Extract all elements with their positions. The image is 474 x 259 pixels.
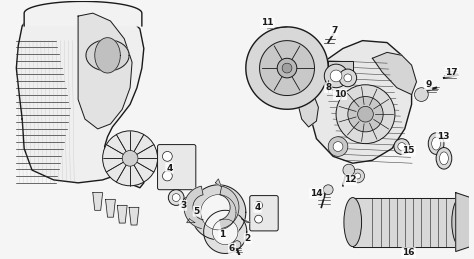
Polygon shape <box>95 38 120 73</box>
Circle shape <box>122 150 138 166</box>
Polygon shape <box>106 199 115 217</box>
Text: 13: 13 <box>437 132 449 141</box>
Circle shape <box>282 63 292 73</box>
Text: 8: 8 <box>325 83 331 92</box>
Circle shape <box>398 143 406 150</box>
Polygon shape <box>78 13 132 129</box>
Polygon shape <box>129 207 139 225</box>
Circle shape <box>172 194 180 202</box>
Polygon shape <box>212 219 238 245</box>
Circle shape <box>163 152 172 161</box>
Polygon shape <box>204 210 247 254</box>
Ellipse shape <box>436 148 452 169</box>
Polygon shape <box>310 41 411 163</box>
Circle shape <box>255 202 263 209</box>
Text: 7: 7 <box>331 26 337 35</box>
Polygon shape <box>456 193 470 251</box>
Polygon shape <box>93 193 103 210</box>
Circle shape <box>343 164 355 176</box>
Circle shape <box>394 139 410 154</box>
Circle shape <box>323 185 333 195</box>
Ellipse shape <box>428 133 444 154</box>
Polygon shape <box>242 219 250 223</box>
Polygon shape <box>260 41 314 96</box>
Text: 6: 6 <box>229 244 235 253</box>
Circle shape <box>339 69 356 87</box>
Circle shape <box>103 131 157 186</box>
Circle shape <box>358 106 374 122</box>
Circle shape <box>277 58 297 78</box>
Ellipse shape <box>344 198 362 247</box>
Polygon shape <box>328 61 353 75</box>
Circle shape <box>163 171 172 181</box>
Circle shape <box>183 197 195 208</box>
Polygon shape <box>201 195 236 230</box>
Polygon shape <box>353 198 461 247</box>
Circle shape <box>344 74 352 82</box>
Circle shape <box>336 85 395 143</box>
Polygon shape <box>16 6 144 188</box>
Circle shape <box>330 70 342 82</box>
Ellipse shape <box>439 152 448 165</box>
Polygon shape <box>118 205 127 223</box>
Text: 16: 16 <box>402 248 415 257</box>
Polygon shape <box>215 179 221 187</box>
Text: 14: 14 <box>310 189 323 198</box>
Polygon shape <box>191 185 246 240</box>
Polygon shape <box>246 27 328 109</box>
Circle shape <box>255 215 263 223</box>
Text: 1: 1 <box>219 230 226 239</box>
Text: 2: 2 <box>245 234 251 243</box>
Text: 3: 3 <box>180 201 186 210</box>
Text: 17: 17 <box>446 68 458 76</box>
Polygon shape <box>299 90 319 127</box>
Polygon shape <box>184 186 203 228</box>
Circle shape <box>355 173 361 179</box>
Circle shape <box>348 97 383 132</box>
FancyBboxPatch shape <box>250 196 278 231</box>
Text: 9: 9 <box>425 80 431 89</box>
Polygon shape <box>220 186 239 228</box>
Text: 12: 12 <box>344 175 356 184</box>
Circle shape <box>168 190 184 205</box>
Text: 5: 5 <box>194 207 200 216</box>
Text: 11: 11 <box>261 18 273 27</box>
Text: 4: 4 <box>166 164 173 173</box>
Ellipse shape <box>432 137 440 150</box>
Circle shape <box>186 200 191 205</box>
Circle shape <box>351 169 365 183</box>
Circle shape <box>324 64 348 88</box>
Text: 4: 4 <box>255 203 261 212</box>
Circle shape <box>333 142 343 152</box>
Ellipse shape <box>452 198 469 247</box>
Circle shape <box>328 137 348 156</box>
Polygon shape <box>24 1 142 26</box>
Circle shape <box>415 88 428 102</box>
Polygon shape <box>187 219 195 223</box>
FancyBboxPatch shape <box>157 145 196 190</box>
Circle shape <box>233 241 241 249</box>
Text: 15: 15 <box>402 146 415 155</box>
Polygon shape <box>86 40 129 71</box>
Polygon shape <box>373 52 417 95</box>
Text: 10: 10 <box>334 90 346 99</box>
